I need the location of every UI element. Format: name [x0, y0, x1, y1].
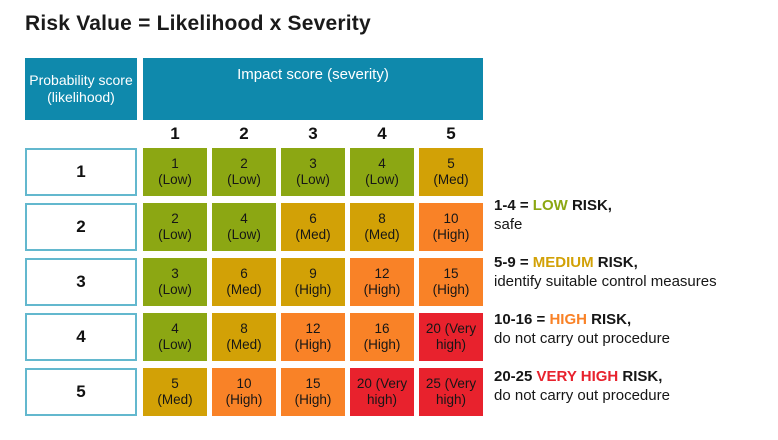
likelihood-cell: 4 — [25, 313, 137, 361]
risk-cell: 15 (High) — [419, 258, 483, 306]
likelihood-cell: 3 — [25, 258, 137, 306]
column-number: 3 — [308, 124, 318, 143]
risk-cell: 10 (High) — [419, 203, 483, 251]
risk-cell: 8 (Med) — [212, 313, 276, 361]
column-number: 5 — [446, 124, 456, 143]
legend-keyword: HIGH — [549, 311, 587, 328]
page-title: Risk Value = Likelihood x Severity — [25, 12, 371, 35]
legend-range: 10-16 = — [494, 311, 550, 328]
legend-suffix: RISK, — [618, 368, 663, 385]
legend-range: 1-4 = — [494, 197, 533, 214]
legend-item-very-high: 20-25 VERY HIGH RISK, do not carry out p… — [494, 367, 774, 405]
risk-cell: 3 (Low) — [143, 258, 207, 306]
risk-cell: 15 (High) — [281, 368, 345, 416]
legend-suffix: RISK, — [593, 254, 638, 271]
matrix-header-row: Probability score (likelihood) Impact sc… — [25, 58, 485, 120]
likelihood-cell: 5 — [25, 368, 137, 416]
risk-legend: 1-4 = LOW RISK, safe 5-9 = MEDIUM RISK, … — [494, 196, 774, 424]
column-number: 4 — [377, 124, 387, 143]
risk-cell: 9 (High) — [281, 258, 345, 306]
probability-header: Probability score (likelihood) — [25, 58, 137, 120]
risk-cell: 5 (Med) — [419, 148, 483, 196]
legend-keyword: MEDIUM — [532, 254, 594, 271]
legend-item-low: 1-4 = LOW RISK, safe — [494, 196, 774, 234]
legend-description: safe — [494, 216, 523, 233]
risk-cell: 10 (High) — [212, 368, 276, 416]
likelihood-cell: 1 — [25, 148, 137, 196]
legend-description: do not carry out procedure — [494, 330, 670, 347]
column-number: 1 — [170, 124, 180, 143]
legend-suffix: RISK, — [586, 311, 632, 328]
legend-description: identify suitable control measures — [494, 273, 717, 290]
legend-heading: 1-4 = LOW RISK, — [494, 196, 774, 215]
risk-cell: 20 (Very high) — [419, 313, 483, 361]
legend-suffix: RISK, — [567, 197, 612, 214]
risk-cell: 1 (Low) — [143, 148, 207, 196]
risk-cell: 6 (Med) — [281, 203, 345, 251]
risk-cell: 4 (Low) — [212, 203, 276, 251]
risk-cell: 16 (High) — [350, 313, 414, 361]
risk-cell: 20 (Very high) — [350, 368, 414, 416]
risk-cells: 1 (Low) 2 (Low) 3 (Low) 4 (Low) 5 (Med) — [143, 148, 483, 196]
risk-cell: 12 (High) — [281, 313, 345, 361]
risk-cell: 4 (Low) — [350, 148, 414, 196]
legend-keyword: VERY HIGH — [536, 368, 619, 385]
risk-cell: 25 (Very high) — [419, 368, 483, 416]
risk-cell: 6 (Med) — [212, 258, 276, 306]
legend-description: do not carry out procedure — [494, 387, 670, 404]
risk-cell: 5 (Med) — [143, 368, 207, 416]
column-number: 2 — [239, 124, 249, 143]
risk-cell: 12 (High) — [350, 258, 414, 306]
legend-range: 20-25 — [494, 368, 537, 385]
risk-cells: 3 (Low) 6 (Med) 9 (High) 12 (High) 15 (High) — [143, 258, 483, 306]
risk-cells: 2 (Low) 4 (Low) 6 (Med) 8 (Med) 10 (High) — [143, 203, 483, 251]
legend-heading: 5-9 = MEDIUM RISK, — [494, 253, 774, 272]
risk-cells: 4 (Low) 8 (Med) 12 (High) 16 (High) 20 (Very… — [143, 313, 483, 361]
legend-item-medium: 5-9 = MEDIUM RISK, identify suitable con… — [494, 253, 774, 291]
legend-item-high: 10-16 = HIGH RISK, do not carry out proc… — [494, 310, 774, 348]
impact-header: Impact score (severity) — [143, 58, 483, 120]
risk-cell: 3 (Low) — [281, 148, 345, 196]
risk-matrix: Probability score (likelihood) Impact sc… — [25, 58, 485, 423]
column-numbers: 1 2 3 4 5 — [143, 120, 485, 148]
legend-heading: 20-25 VERY HIGH RISK, — [494, 367, 774, 386]
risk-cell: 4 (Low) — [143, 313, 207, 361]
risk-cell: 2 (Low) — [143, 203, 207, 251]
legend-keyword: LOW — [532, 197, 568, 214]
legend-range: 5-9 = — [494, 254, 533, 271]
risk-cell: 8 (Med) — [350, 203, 414, 251]
risk-cell: 2 (Low) — [212, 148, 276, 196]
risk-cells: 5 (Med) 10 (High) 15 (High) 20 (Very high) 2… — [143, 368, 483, 416]
legend-heading: 10-16 = HIGH RISK, — [494, 310, 774, 329]
likelihood-cell: 2 — [25, 203, 137, 251]
